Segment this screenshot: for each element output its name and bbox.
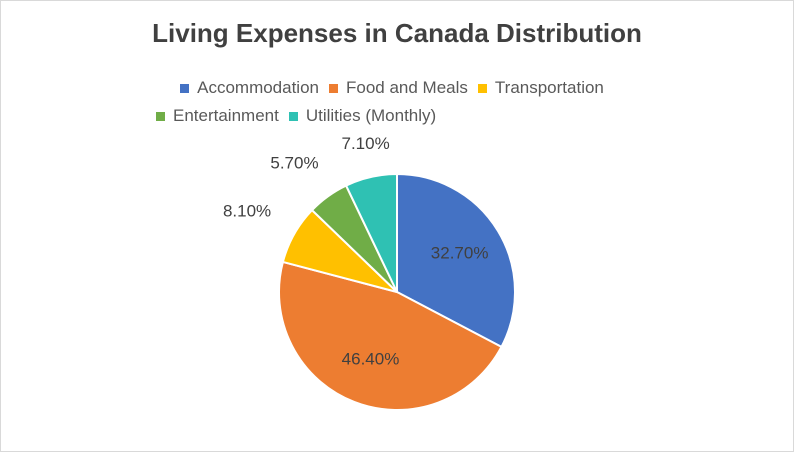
legend-row: Accommodation Food and Meals Transportat… [0,74,794,102]
data-label-utilities: 7.10% [341,134,389,153]
pie-slice-accommodation [396,172,516,349]
pie-slice-food-and-meals [278,260,503,411]
data-label-entertainment: 5.70% [270,153,318,172]
legend-label: Utilities (Monthly) [305,106,437,125]
legend-item-utilities: Utilities (Monthly) [288,106,437,126]
legend-swatch [180,83,190,93]
data-label-accommodation: 32.70% [431,244,489,263]
legend-swatch [288,111,298,121]
legend-item-food-and-meals: Food and Meals [329,78,468,98]
legend-label: Entertainment [173,106,279,125]
pie-slice-utilities [344,172,398,293]
legend-label: Food and Meals [346,78,468,97]
legend-item-entertainment: Entertainment [156,106,279,126]
legend-label: Accommodation [197,78,319,97]
chart-title: Living Expenses in Canada Distribution [152,18,642,48]
chart-legend: Accommodation Food and Meals Transportat… [0,74,794,130]
legend-swatch [477,83,487,93]
legend-swatch [156,111,165,121]
legend-label: Transportation [494,78,604,97]
legend-item-transportation: Transportation [477,78,604,98]
legend-item-accommodation: Accommodation [180,78,319,98]
data-label-food-and-meals: 46.40% [342,350,400,369]
legend-row: Entertainment Utilities (Monthly) [0,102,794,130]
legend-swatch [329,83,338,93]
data-label-transportation: 8.10% [223,202,271,221]
